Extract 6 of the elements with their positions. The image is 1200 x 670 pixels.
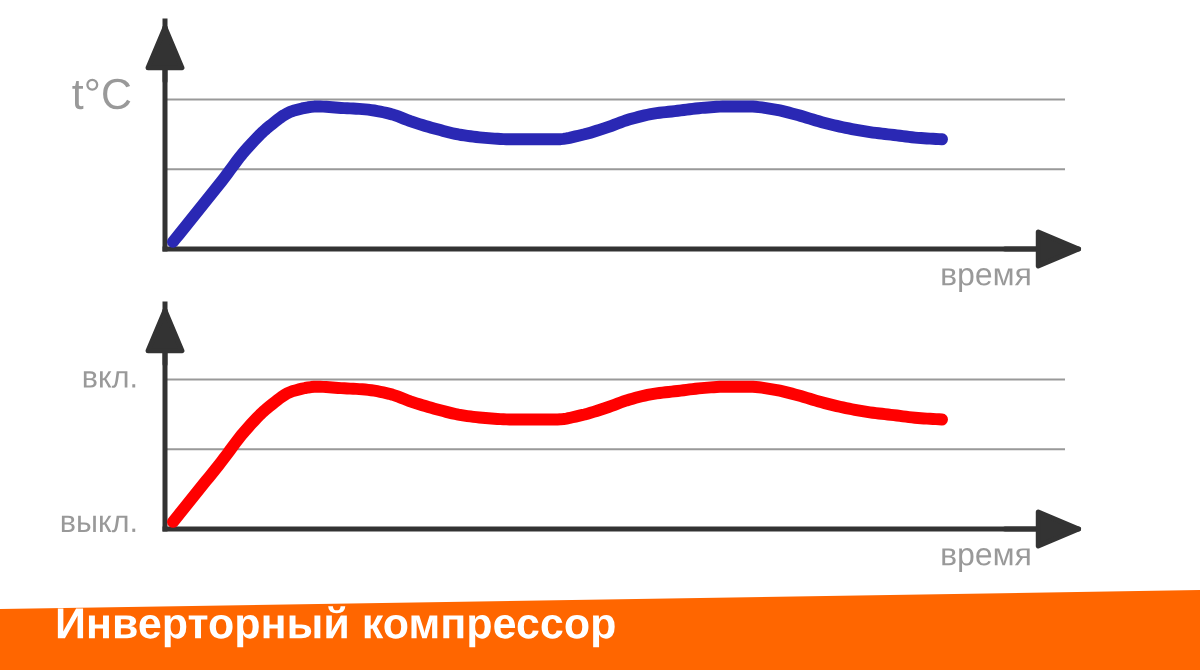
text: выкл.: [61, 515, 136, 533]
x-axis-title: время: [942, 548, 1030, 572]
x-axis-title: время: [942, 268, 1030, 292]
y-axis-title: t°C: [72, 78, 131, 110]
ref-line-label: вкл.: [83, 371, 136, 388]
text: Инверторный компрессор: [57, 606, 615, 648]
